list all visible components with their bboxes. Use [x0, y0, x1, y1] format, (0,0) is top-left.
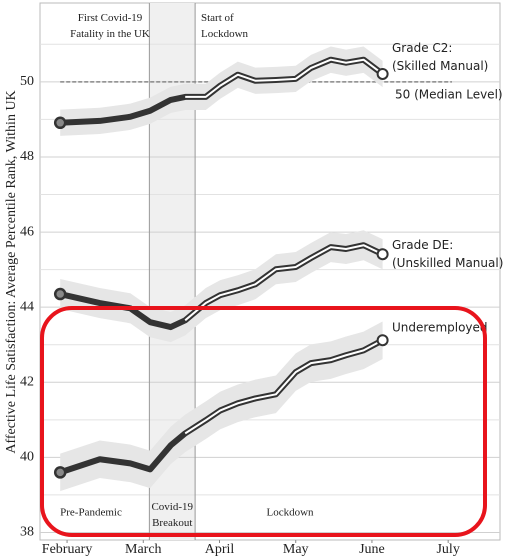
series-label: Underemployed	[392, 321, 488, 335]
confidence-band	[60, 321, 383, 492]
start-marker	[53, 116, 67, 130]
event-label: First Covid-19 Fatality in the UK	[70, 12, 150, 40]
x-tick-label: June	[359, 542, 385, 557]
series-line-inner	[184, 244, 384, 322]
x-tick-label: July	[436, 542, 459, 557]
highlight-box	[40, 306, 487, 537]
event-label: Start of Lockdown	[201, 12, 249, 40]
x-tick-label: April	[205, 542, 235, 557]
y-tick-label: 42	[20, 374, 34, 389]
period-label: Pre-Pandemic	[60, 507, 122, 519]
y-tick-label: 38	[20, 525, 34, 540]
x-tick-label: March	[125, 542, 162, 557]
y-tick-label: 40	[20, 450, 34, 465]
end-marker	[376, 67, 389, 80]
start-marker	[53, 287, 67, 301]
median-label: 50 (Median Level)	[395, 87, 503, 101]
y-tick-label: 48	[20, 149, 34, 164]
series-line-inner	[185, 58, 384, 98]
start-marker	[53, 466, 67, 479]
y-tick-label: 46	[20, 224, 34, 239]
series-line-inner	[184, 339, 384, 435]
y-axis-label: Affective Life Satisfaction: Average Per…	[4, 90, 19, 453]
series-label: Grade C2: (Skilled Manual)	[392, 40, 488, 72]
end-marker	[376, 334, 389, 347]
period-label: Lockdown	[266, 507, 314, 519]
period-label: Covid-19 Breakout	[151, 501, 193, 529]
y-tick-label: 44	[20, 299, 34, 314]
end-marker	[376, 248, 389, 261]
x-tick-label: May	[283, 542, 309, 557]
y-tick-label: 50	[20, 74, 34, 89]
series-label: Grade DE: (Unskilled Manual)	[392, 238, 503, 270]
x-tick-label: February	[42, 542, 93, 557]
